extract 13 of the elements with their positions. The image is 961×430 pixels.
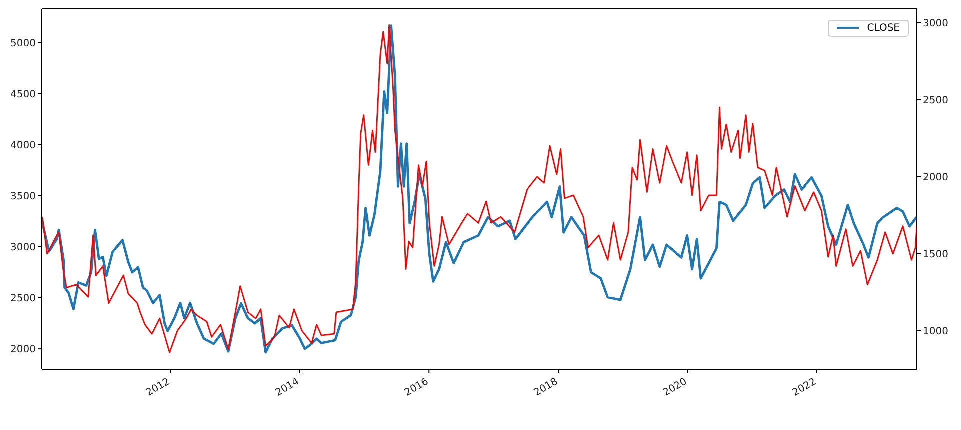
y-tick-label: 2500 <box>10 294 36 305</box>
y2-tick-label: 2500 <box>923 95 948 106</box>
y-tick-label: 4000 <box>10 140 36 152</box>
y2-tick-label: 3000 <box>923 18 948 30</box>
legend-label: CLOSE <box>867 22 900 34</box>
y-tick-label: 3500 <box>10 191 36 202</box>
y2-tick-label: 1500 <box>923 250 948 261</box>
y-tick-label: 4500 <box>10 89 36 100</box>
y2-tick-label: 2000 <box>923 172 948 184</box>
y2-tick-label: 1000 <box>923 326 948 338</box>
y-tick-label: 2000 <box>10 344 36 356</box>
y-tick-label: 5000 <box>10 38 36 50</box>
y-tick-label: 3000 <box>10 242 36 254</box>
